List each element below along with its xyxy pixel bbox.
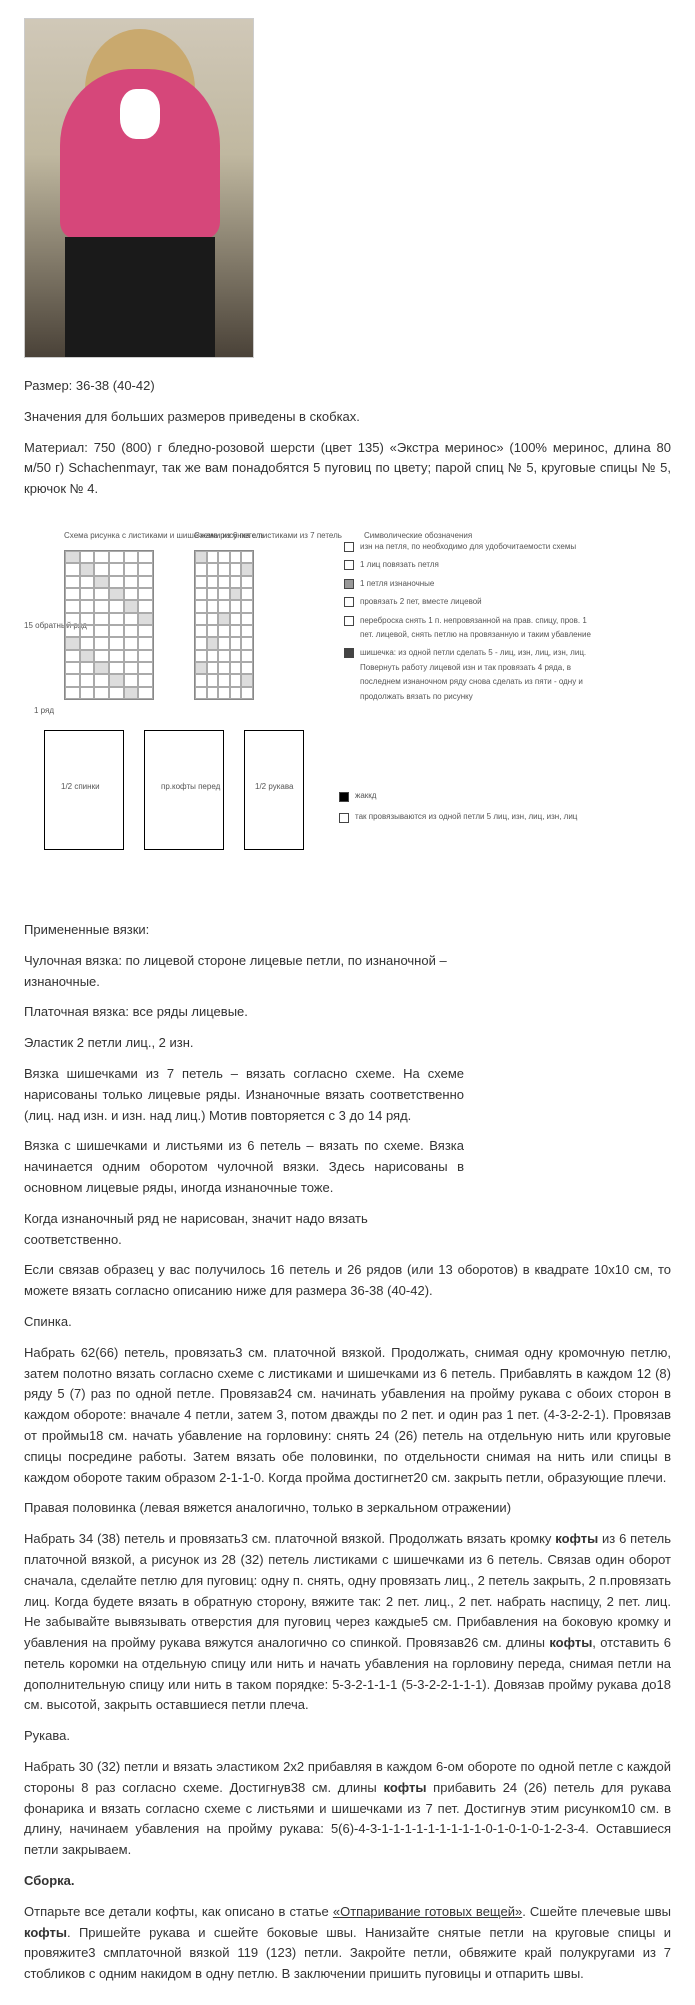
size-note: Значения для больших размеров приведены … [24, 407, 671, 428]
bobble6-text-1: Вязка с шишечками и листьями из 6 петель… [24, 1136, 464, 1198]
materials-text: Материал: 750 (800) г бледно-розовой шер… [24, 438, 671, 500]
size-label: Размер: 36-38 (40-42) [24, 376, 671, 397]
assembly-title: Сборка. [24, 1871, 671, 1892]
stitches-title: Примененные вязки: [24, 920, 671, 941]
back-title: Спинка. [24, 1312, 671, 1333]
sleeves-title: Рукава. [24, 1726, 671, 1747]
bobble7-text: Вязка шишечками из 7 петель – вязать сог… [24, 1064, 464, 1126]
knitting-diagram: Схема рисунка с листиками и шишечками из… [24, 520, 671, 900]
sleeve-shape: 1/2 рукава [244, 730, 304, 850]
right-title: Правая половинка (левая вяжется аналогич… [24, 1498, 671, 1519]
garter-text: Платочная вязка: все ряды лицевые. [24, 1002, 671, 1023]
assembly-text: Отпарьте все детали кофты, как описано в… [24, 1902, 671, 1985]
bobble6-text-2: Когда изнаночный ряд не нарисован, значи… [24, 1209, 464, 1251]
stockinette-text: Чулочная вязка: по лицевой стороне лицев… [24, 951, 464, 993]
steaming-link[interactable]: «Отпаривание готовых вещей» [333, 1904, 522, 1919]
rib-text: Эластик 2 петли лиц., 2 изн. [24, 1033, 671, 1054]
gauge-text: Если связав образец у вас получилось 16 … [24, 1260, 671, 1302]
front-shape: пр.кофты перед [144, 730, 224, 850]
pattern-shapes: 1/2 спинки пр.кофты перед 1/2 рукава жак… [44, 730, 304, 850]
back-shape: 1/2 спинки [44, 730, 124, 850]
symbol-legend: изн на петля, по необходимо для удобочит… [344, 540, 594, 708]
right-text: Набрать 34 (38) петель и провязать3 см. … [24, 1529, 671, 1716]
sleeves-text: Набрать 30 (32) петли и вязать эластиком… [24, 1757, 671, 1861]
product-photo [24, 18, 254, 358]
back-text: Набрать 62(66) петель, провязать3 см. пл… [24, 1343, 671, 1489]
